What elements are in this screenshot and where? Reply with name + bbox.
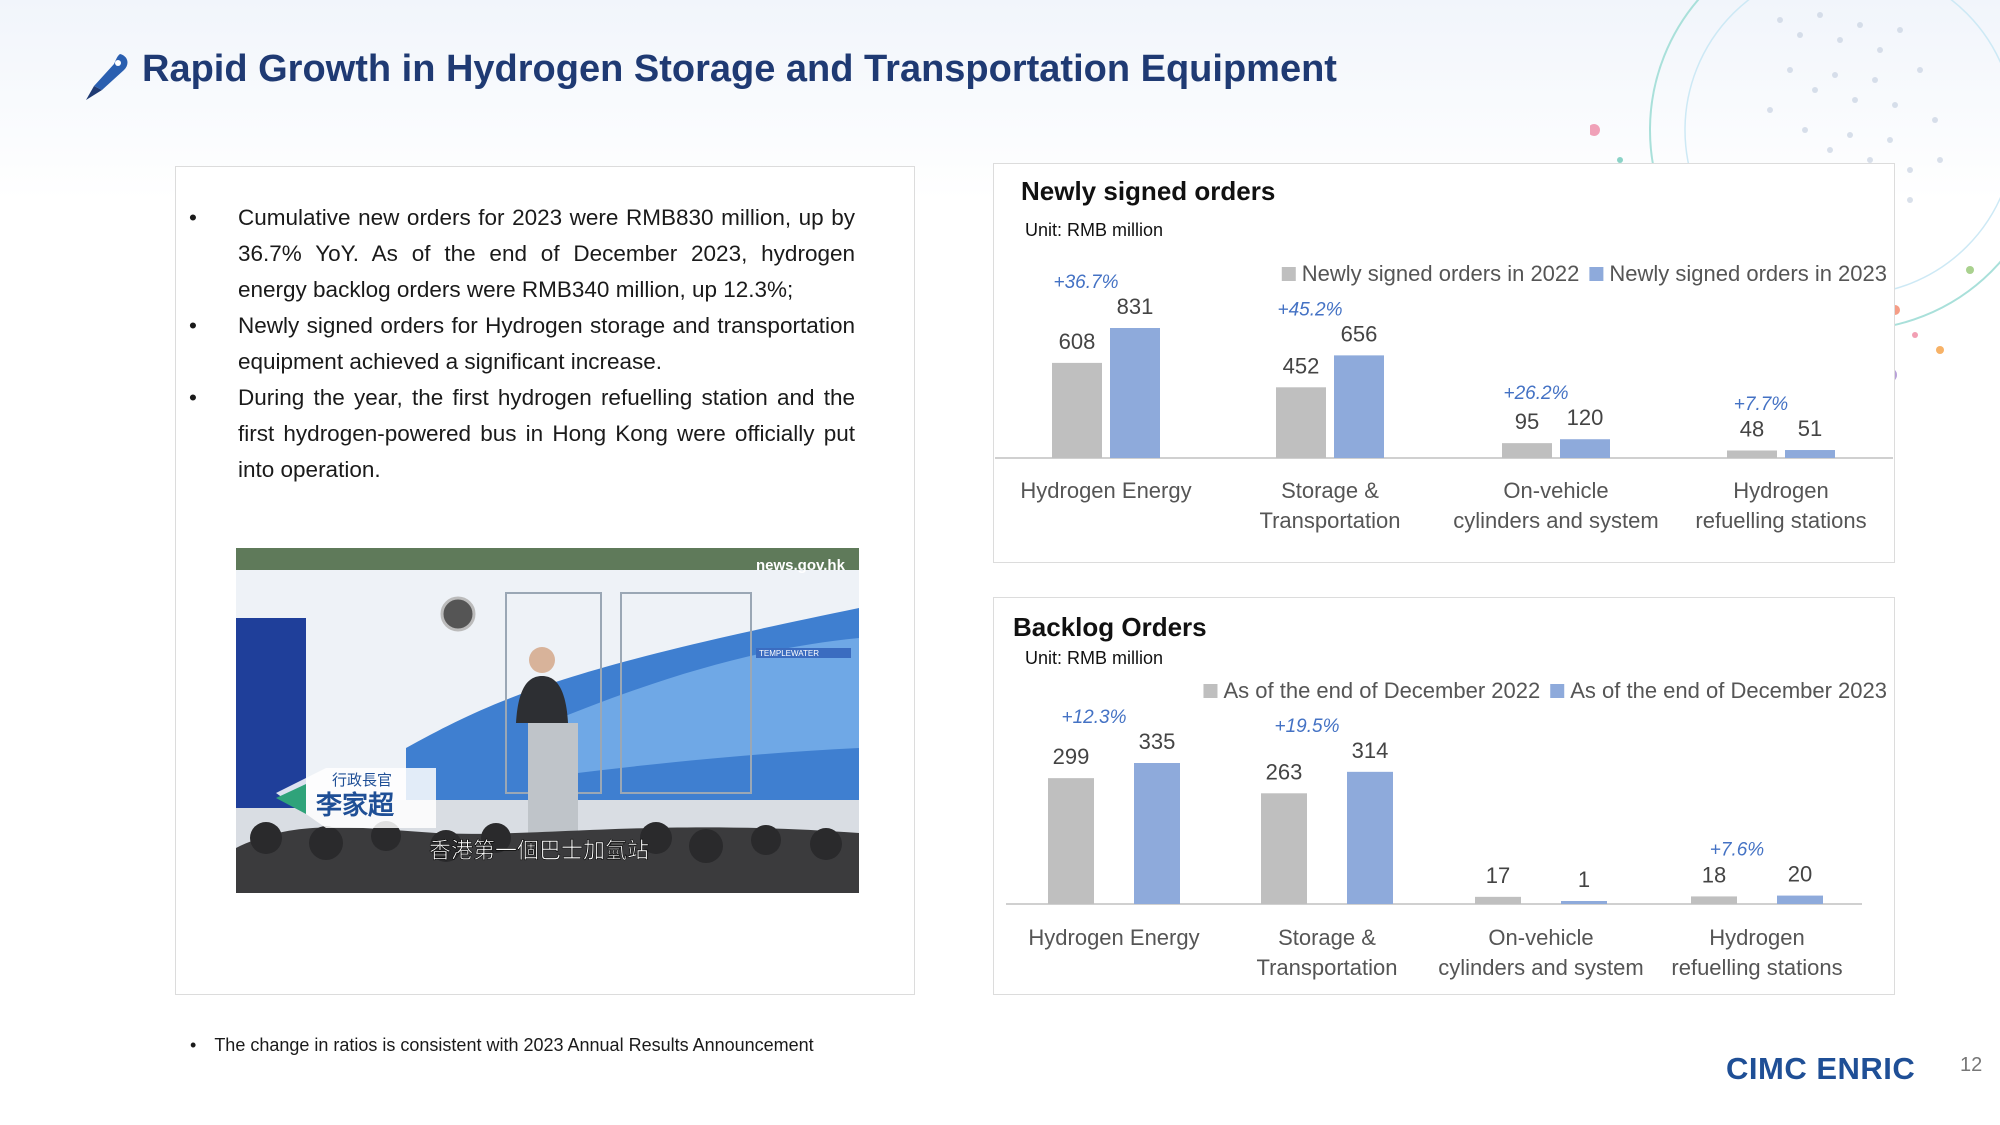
bullet-symbol: • — [189, 313, 197, 338]
photo-caption-name: 李家超 — [315, 790, 395, 821]
bullet-symbol: • — [189, 385, 197, 410]
bullet-symbol: • — [189, 205, 197, 230]
bullet-text: Newly signed orders for Hydrogen storage… — [238, 313, 855, 374]
backlog-orders-panel — [993, 597, 1895, 995]
bullet-text: During the year, the first hydrogen refu… — [238, 385, 855, 482]
photo-watermark: news.gov.hk — [756, 557, 846, 574]
pen-icon — [86, 54, 128, 100]
page-number: 12 — [1960, 1054, 1983, 1076]
newly-signed-orders-panel — [993, 163, 1895, 563]
bullet-item: • Newly signed orders for Hydrogen storag… — [185, 308, 855, 380]
summary-bullets: • Cumulative new orders for 2023 were RMB… — [185, 200, 855, 488]
ceremony-photo: TEMPLEWATER news.gov.hk 行政長官 李家超 香港第一個巴士… — [236, 548, 859, 893]
company-logo: CIMC ENRIC — [1726, 1051, 1916, 1086]
footnote: • The change in ratios is consistent with… — [190, 1035, 814, 1056]
bullet-text: Cumulative new orders for 2023 were RMB8… — [238, 205, 855, 302]
bullet-item: • Cumulative new orders for 2023 were RMB… — [185, 200, 855, 308]
truck-label: TEMPLEWATER — [759, 649, 819, 658]
photo-caption-role: 行政長官 — [332, 771, 392, 789]
slide-title: Rapid Growth in Hydrogen Storage and Tra… — [142, 48, 1337, 90]
footnote-bullet: • — [190, 1035, 197, 1055]
bullet-item: • During the year, the first hydrogen ref… — [185, 380, 855, 488]
footnote-text: The change in ratios is consistent with … — [214, 1035, 814, 1055]
photo-subtitle: 香港第一個巴士加氫站 — [429, 839, 649, 864]
